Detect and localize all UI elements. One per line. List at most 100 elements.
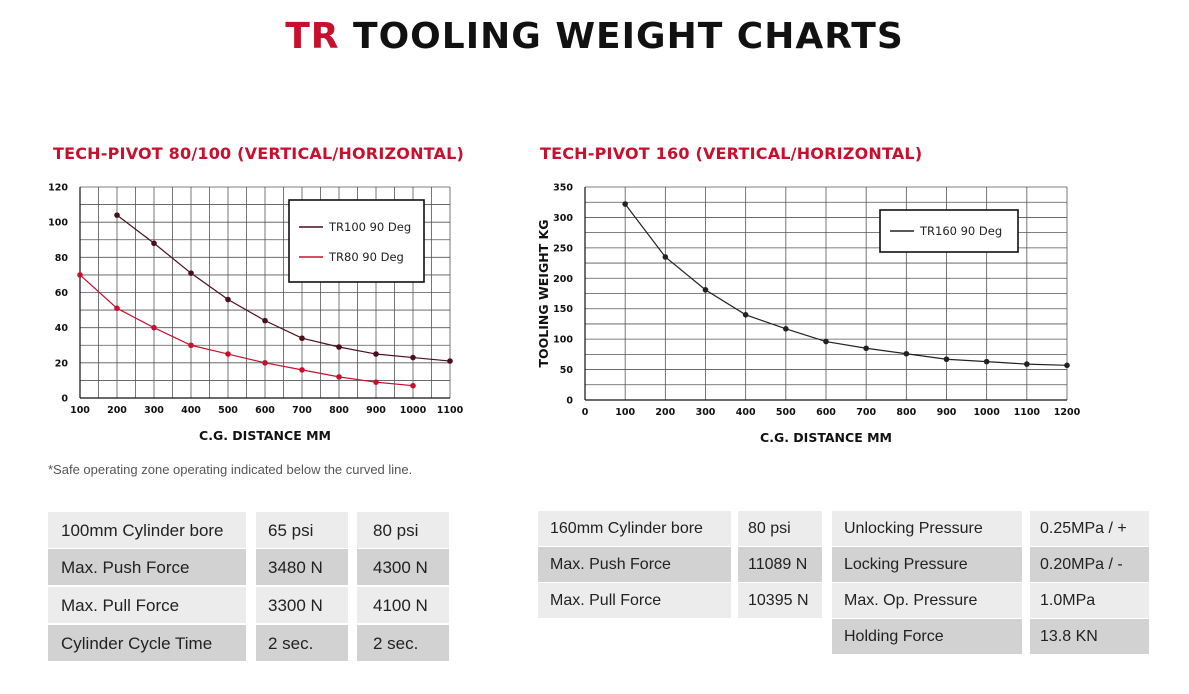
x-tick-label: 0 [582, 407, 589, 418]
data-point [262, 317, 268, 324]
x-tick-label: 100 [70, 405, 90, 416]
x-axis-label: C.G. DISTANCE MM [760, 430, 892, 445]
x-tick-label: 800 [329, 405, 349, 416]
chart-right-title: TECH-PIVOT 160 (VERTICAL/HORIZONTAL) [540, 144, 923, 163]
data-point [188, 342, 194, 349]
spec-left-cell: Max. Push Force [48, 549, 246, 585]
data-point [622, 201, 628, 207]
spec-left-cell: 65 psi [256, 512, 348, 548]
y-tick-label: 250 [553, 243, 573, 254]
x-tick-label: 800 [896, 407, 916, 418]
data-point [299, 367, 305, 373]
y-tick-label: 300 [553, 213, 573, 224]
y-tick-label: 0 [566, 396, 573, 407]
y-tick-label: 50 [560, 365, 574, 376]
x-tick-label: 500 [776, 407, 796, 418]
data-point [410, 354, 416, 361]
footnote: *Safe operating zone operating indicated… [48, 462, 413, 477]
y-tick-label: 150 [553, 304, 573, 315]
spec-left-cell: 3300 N [256, 587, 348, 623]
data-point [943, 356, 950, 363]
data-point [262, 360, 268, 366]
data-point [114, 305, 120, 312]
x-tick-label: 200 [655, 407, 675, 418]
x-tick-label: 1200 [1054, 407, 1080, 418]
legend-box [288, 199, 425, 283]
y-tick-label: 0 [61, 394, 68, 405]
x-tick-label: 1100 [437, 405, 464, 416]
spec-right-cell: 1.0MPa [1030, 583, 1149, 618]
x-tick-label: 500 [218, 405, 238, 416]
x-tick-label: 400 [181, 405, 201, 416]
x-tick-label: 100 [615, 407, 635, 418]
spec-right-cell: Max. Push Force [538, 547, 731, 582]
spec-right-cell: Unlocking Pressure [832, 511, 1022, 546]
spec-left-cell: Cylinder Cycle Time [48, 625, 246, 661]
data-point [151, 240, 157, 247]
y-tick-label: 60 [55, 288, 69, 299]
spec-left-cell: Max. Pull Force [48, 587, 246, 623]
spec-right-cell: 10395 N [738, 583, 822, 618]
y-tick-label: 80 [55, 253, 69, 264]
x-tick-label: 300 [144, 405, 164, 416]
data-point [114, 212, 120, 218]
spec-right-cell: 80 psi [738, 511, 822, 546]
x-tick-label: 900 [937, 407, 957, 418]
spec-right-cell: 0.25MPa / + [1030, 511, 1149, 546]
legend-label: TR160 90 Deg [919, 224, 1002, 238]
data-point [1064, 362, 1070, 369]
spec-right-cell: 11089 N [738, 547, 822, 582]
spec-left-cell: 100mm Cylinder bore [48, 512, 246, 548]
data-point [225, 351, 231, 357]
y-tick-label: 100 [48, 218, 68, 229]
x-tick-label: 600 [816, 407, 836, 418]
data-point [373, 351, 379, 357]
x-tick-label: 400 [736, 407, 756, 418]
spec-left-cell: 2 sec. [256, 625, 348, 661]
data-point [742, 312, 749, 318]
x-tick-label: 300 [696, 407, 716, 418]
legend-label: TR80 90 Deg [328, 250, 404, 264]
spec-right-cell: Max. Pull Force [538, 583, 731, 618]
page-title-text: TOOLING WEIGHT CHARTS [353, 16, 904, 57]
data-point [447, 358, 453, 364]
spec-right-cell: Max. Op. Pressure [832, 583, 1022, 618]
data-point [983, 358, 990, 365]
series-line [116, 214, 451, 362]
legend-label: TR100 90 Deg [328, 220, 411, 234]
series-line [79, 274, 414, 387]
spec-right-cell: Holding Force [832, 619, 1022, 654]
y-tick-label: 350 [553, 183, 573, 194]
data-point [373, 379, 379, 385]
data-point [410, 382, 416, 389]
data-point [823, 338, 829, 345]
chart-left: 100 200 300 400 500 600 700 800 900 1000 1100 0 20 40… [48, 183, 464, 444]
spec-left-cell: 3480 N [256, 549, 348, 585]
series-line [624, 203, 1068, 366]
spec-left-cell: 80 psi [357, 512, 449, 548]
x-tick-label: 200 [107, 405, 127, 416]
data-point [77, 272, 83, 278]
data-point [702, 287, 709, 293]
data-point [903, 350, 910, 357]
data-point [151, 324, 157, 331]
x-tick-label: 700 [856, 407, 876, 418]
y-tick-label: 200 [553, 274, 573, 285]
chart-left-title: TECH-PIVOT 80/100 (VERTICAL/HORIZONTAL) [53, 144, 465, 163]
spec-right-cell: 0.20MPa / - [1030, 547, 1149, 582]
x-tick-label: 1000 [400, 405, 427, 416]
spec-left-cell: 2 sec. [357, 625, 449, 661]
data-point [1024, 361, 1030, 367]
data-point [336, 374, 342, 380]
y-axis-label: TOOLING WEIGHT KG [536, 220, 551, 368]
x-tick-label: 600 [255, 405, 275, 416]
legend: TR100 90 Deg TR80 90 Deg [288, 199, 425, 283]
data-point [299, 335, 305, 342]
spec-right-cell: Locking Pressure [832, 547, 1022, 582]
y-tick-label: 20 [55, 358, 69, 369]
y-tick-label: 40 [55, 323, 69, 334]
x-tick-label: 700 [292, 405, 312, 416]
brand-mark: TR [285, 16, 340, 57]
data-point [188, 270, 194, 276]
x-tick-label: 1000 [973, 407, 1000, 418]
